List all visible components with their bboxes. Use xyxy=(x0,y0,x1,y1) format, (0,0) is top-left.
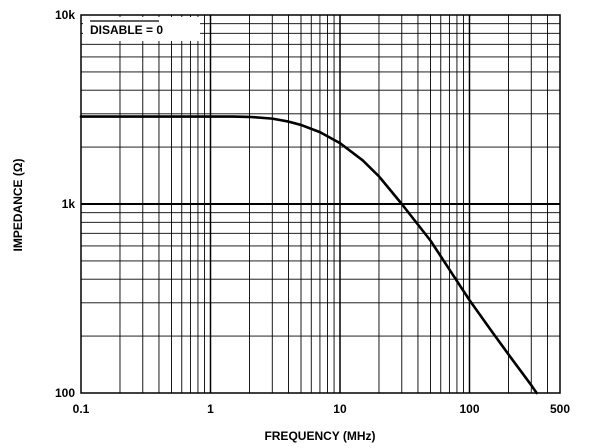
disable-annotation: DISABLE = 0 xyxy=(83,17,200,41)
y-axis-title: IMPEDANCE (Ω) xyxy=(11,159,25,252)
x-tick-label: 500 xyxy=(550,402,570,416)
y-tick-label: 10k xyxy=(55,8,75,22)
y-tick-label: 100 xyxy=(55,386,75,400)
x-tick-label: 0.1 xyxy=(73,402,90,416)
annotation-disable-text: DISABLE xyxy=(90,23,143,37)
x-axis-title: FREQUENCY (MHz) xyxy=(264,429,375,443)
x-tick-label: 100 xyxy=(459,402,479,416)
plot-frame xyxy=(80,14,561,394)
series-layer xyxy=(79,115,538,395)
y-tick-label: 1k xyxy=(62,197,76,211)
svg-text:DISABLE = 0: DISABLE = 0 xyxy=(90,23,163,37)
impedance-curve-0 xyxy=(79,115,538,395)
annotation-equals-text: = 0 xyxy=(143,23,164,37)
grid xyxy=(81,15,560,393)
x-tick-label: 1 xyxy=(207,402,214,416)
x-tick-label: 10 xyxy=(333,402,347,416)
tick-labels: 0.1 1 10 100 500 100 1k 10k xyxy=(55,8,570,416)
